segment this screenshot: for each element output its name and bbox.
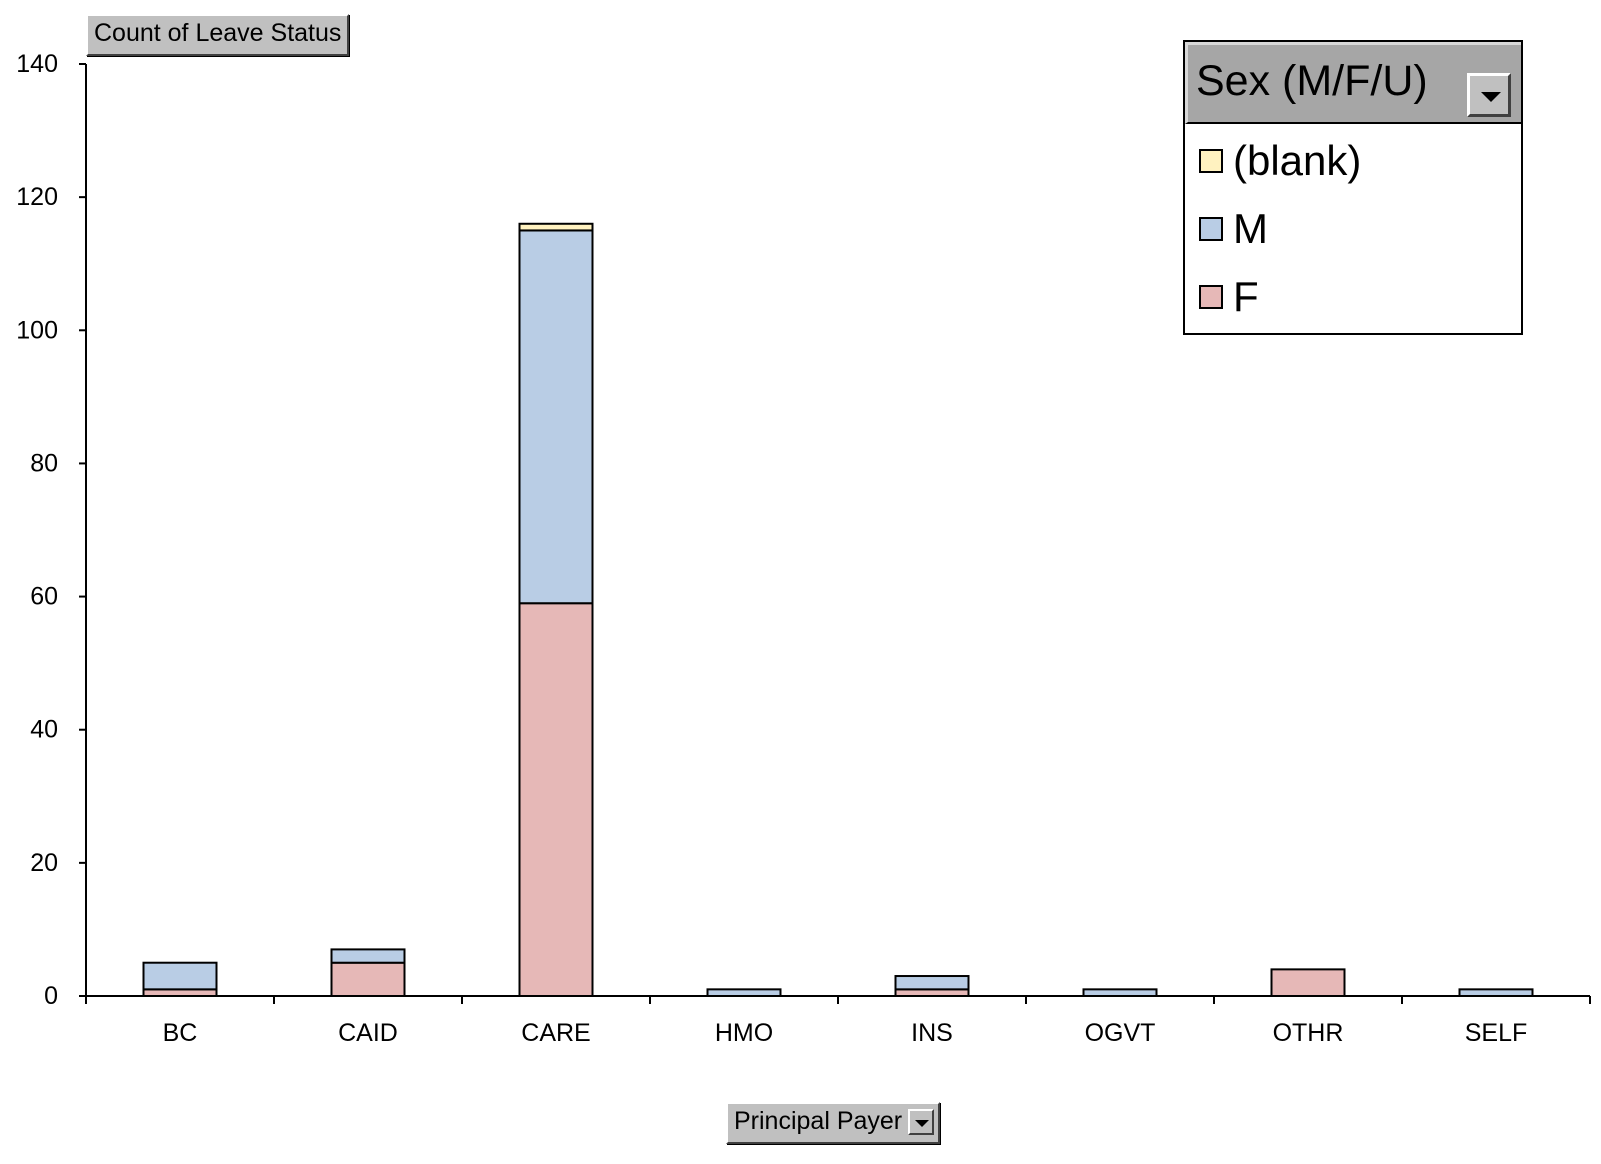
bar-segment-care-m bbox=[518, 229, 594, 605]
bars-group bbox=[142, 222, 1534, 998]
data-field-label: Count of Leave Status bbox=[94, 19, 342, 47]
x-tick-label: CARE bbox=[521, 1019, 590, 1047]
bar-segment-bc-m bbox=[142, 961, 218, 991]
bar-segment-self-m bbox=[1458, 988, 1534, 997]
y-tick-label: 80 bbox=[30, 449, 58, 477]
legend-swatch bbox=[1199, 285, 1223, 309]
y-tick-label: 100 bbox=[16, 316, 58, 344]
legend-field-button[interactable]: Sex (M/F/U) bbox=[1185, 42, 1521, 124]
x-tick-label: HMO bbox=[715, 1019, 773, 1047]
dropdown-arrow-icon[interactable] bbox=[1467, 73, 1511, 117]
y-axis: 0 20 40 60 80 100 120 140 bbox=[16, 50, 87, 1010]
bar-segment-caid-f bbox=[330, 961, 406, 998]
legend-item: (blank) bbox=[1199, 137, 1362, 184]
bar-segment-care-f bbox=[518, 602, 594, 997]
legend-label: M bbox=[1233, 205, 1268, 252]
legend-label: F bbox=[1233, 273, 1259, 320]
category-field-button[interactable]: Principal Payer bbox=[726, 1102, 941, 1144]
bar-segment-care-blank bbox=[518, 222, 594, 232]
legend-title: Sex (M/F/U) bbox=[1196, 57, 1428, 105]
x-tick-label: OTHR bbox=[1273, 1019, 1344, 1047]
y-tick-label: 120 bbox=[16, 183, 58, 211]
bar-segment-hmo-m bbox=[706, 988, 782, 997]
legend-label: (blank) bbox=[1233, 137, 1362, 184]
category-field-label: Principal Payer bbox=[734, 1107, 903, 1135]
data-field-button[interactable]: Count of Leave Status bbox=[86, 14, 350, 56]
y-tick-label: 40 bbox=[30, 716, 58, 744]
legend: Sex (M/F/U) (blank) M F bbox=[1183, 40, 1523, 335]
x-tick-label: OGVT bbox=[1085, 1019, 1156, 1047]
x-tick-label: BC bbox=[163, 1019, 198, 1047]
bar-segment-ins-m bbox=[894, 975, 970, 991]
legend-item: M bbox=[1199, 205, 1268, 252]
dropdown-arrow-icon[interactable] bbox=[908, 1109, 935, 1136]
bar-segment-othr-f bbox=[1270, 968, 1346, 997]
y-tick-label: 20 bbox=[30, 849, 58, 877]
y-tick-label: 140 bbox=[16, 50, 58, 78]
y-tick-label: 60 bbox=[30, 583, 58, 611]
bar-segment-caid-m bbox=[330, 948, 406, 964]
x-axis: BC CAID CARE HMO INS OGVT OTHR SELF bbox=[85, 995, 1591, 1047]
legend-swatch bbox=[1199, 217, 1223, 241]
legend-swatch bbox=[1199, 149, 1223, 173]
x-tick-label: SELF bbox=[1465, 1019, 1528, 1047]
x-tick-label: CAID bbox=[338, 1019, 398, 1047]
y-tick-label: 0 bbox=[44, 982, 58, 1010]
legend-item: F bbox=[1199, 273, 1259, 320]
bar-segment-ogvt-m bbox=[1082, 988, 1158, 997]
x-tick-label: INS bbox=[911, 1019, 953, 1047]
